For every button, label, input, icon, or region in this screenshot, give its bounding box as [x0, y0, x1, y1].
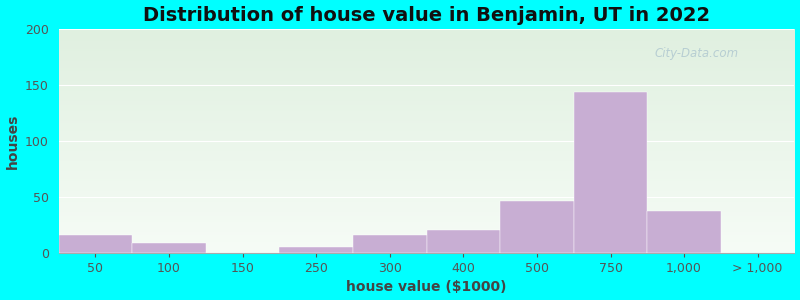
- Y-axis label: houses: houses: [6, 113, 19, 169]
- Bar: [574, 92, 647, 253]
- Bar: [279, 247, 353, 253]
- Bar: [647, 212, 721, 253]
- Bar: [353, 235, 426, 253]
- X-axis label: house value ($1000): house value ($1000): [346, 280, 507, 294]
- Bar: [426, 230, 500, 253]
- Text: City-Data.com: City-Data.com: [654, 47, 738, 60]
- Bar: [58, 235, 132, 253]
- Bar: [132, 243, 206, 253]
- Title: Distribution of house value in Benjamin, UT in 2022: Distribution of house value in Benjamin,…: [143, 6, 710, 25]
- Bar: [500, 201, 574, 253]
